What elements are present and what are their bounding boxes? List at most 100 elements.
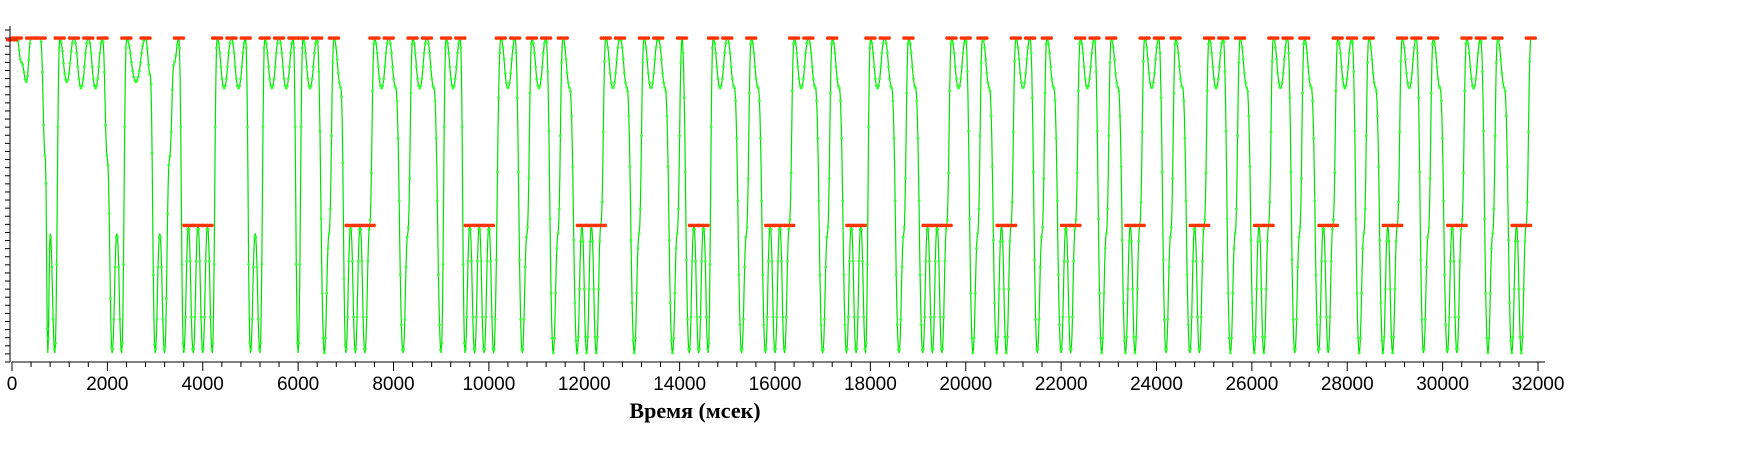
x-tick-label: 14000 bbox=[653, 374, 706, 395]
series-point bbox=[877, 84, 880, 88]
series-point bbox=[1388, 287, 1392, 291]
series-point bbox=[463, 341, 466, 345]
series-point bbox=[1408, 86, 1412, 89]
series-point bbox=[1006, 335, 1009, 339]
series-point bbox=[1428, 177, 1432, 180]
series-point bbox=[1116, 86, 1120, 89]
peak-point bbox=[1225, 36, 1230, 40]
series-point bbox=[895, 323, 899, 327]
series-point bbox=[518, 258, 521, 262]
peak-point bbox=[1147, 36, 1151, 40]
peak-point bbox=[660, 36, 665, 40]
series-point bbox=[1139, 200, 1143, 204]
series-point bbox=[1175, 42, 1179, 45]
series-point bbox=[1270, 60, 1274, 63]
series-point bbox=[433, 99, 437, 103]
series-point bbox=[154, 347, 158, 351]
series-point bbox=[1456, 347, 1459, 351]
series-point bbox=[1521, 335, 1524, 339]
series-point bbox=[723, 51, 726, 55]
series-point bbox=[969, 292, 973, 295]
series-point bbox=[727, 42, 731, 45]
peak-point bbox=[603, 223, 608, 228]
series-point bbox=[609, 81, 613, 85]
series-point bbox=[986, 81, 990, 85]
series-point bbox=[1231, 291, 1235, 295]
series-point bbox=[1305, 51, 1309, 55]
series-point bbox=[770, 259, 774, 263]
series-point bbox=[514, 51, 518, 55]
series-point bbox=[1385, 240, 1388, 243]
series-point bbox=[703, 259, 707, 263]
series-point bbox=[281, 65, 285, 69]
series-point bbox=[832, 42, 836, 45]
series-point bbox=[1288, 96, 1292, 100]
peak-point bbox=[954, 36, 958, 40]
series-point bbox=[608, 71, 612, 75]
series-point bbox=[596, 335, 599, 339]
series-point bbox=[909, 51, 913, 55]
series-point bbox=[629, 238, 633, 242]
series-point bbox=[1276, 71, 1280, 75]
series-point bbox=[1256, 240, 1260, 243]
series-point bbox=[842, 273, 846, 276]
series-point bbox=[83, 65, 86, 69]
series-point bbox=[1420, 318, 1424, 321]
series-point bbox=[504, 81, 508, 85]
series-point bbox=[103, 70, 106, 74]
series-point bbox=[479, 259, 483, 263]
series-point bbox=[1501, 81, 1505, 85]
series-point bbox=[421, 65, 425, 69]
series-point bbox=[678, 134, 681, 138]
series-point bbox=[890, 86, 894, 90]
series-point bbox=[287, 77, 290, 81]
peak-point bbox=[1242, 36, 1247, 40]
series-point bbox=[1058, 323, 1061, 327]
series-point bbox=[1225, 217, 1229, 221]
series-point bbox=[218, 51, 222, 55]
series-point bbox=[944, 228, 948, 231]
series-point bbox=[1527, 130, 1530, 134]
series-point bbox=[242, 42, 246, 45]
series-point bbox=[814, 86, 817, 90]
series-point bbox=[959, 77, 963, 81]
series-point bbox=[356, 259, 360, 263]
series-point bbox=[1325, 315, 1328, 319]
series-point bbox=[683, 170, 687, 174]
series-point bbox=[393, 84, 397, 88]
peak-point bbox=[305, 36, 310, 40]
series-point bbox=[803, 65, 806, 69]
series-point bbox=[1106, 207, 1109, 211]
series-point bbox=[689, 315, 693, 319]
series-point bbox=[1507, 238, 1510, 242]
series-point bbox=[1417, 96, 1420, 100]
series-point bbox=[192, 347, 196, 351]
series-point bbox=[1176, 51, 1180, 55]
series-point bbox=[796, 65, 800, 69]
series-point bbox=[1186, 323, 1190, 327]
series-point bbox=[1500, 71, 1504, 75]
series-point bbox=[1134, 335, 1138, 339]
series-point bbox=[1078, 42, 1081, 46]
peak-point bbox=[90, 36, 95, 40]
peak-point bbox=[1211, 36, 1216, 40]
series-point bbox=[320, 292, 324, 295]
series-point bbox=[1142, 60, 1145, 63]
series-point bbox=[54, 341, 57, 345]
series-point bbox=[852, 315, 856, 319]
series-point bbox=[1094, 70, 1098, 73]
series-point bbox=[1477, 42, 1481, 45]
series-point bbox=[464, 347, 467, 351]
series-point bbox=[170, 88, 174, 91]
series-point bbox=[167, 163, 171, 167]
series-point bbox=[1230, 336, 1233, 340]
series-point bbox=[978, 134, 982, 138]
series-point bbox=[1112, 46, 1115, 49]
series-point bbox=[1261, 335, 1264, 339]
series-point bbox=[1204, 171, 1208, 175]
peak-point bbox=[1483, 36, 1487, 40]
series-point bbox=[403, 318, 407, 321]
series-point bbox=[382, 77, 386, 81]
series-point bbox=[1355, 292, 1359, 295]
series-point bbox=[1189, 347, 1192, 351]
